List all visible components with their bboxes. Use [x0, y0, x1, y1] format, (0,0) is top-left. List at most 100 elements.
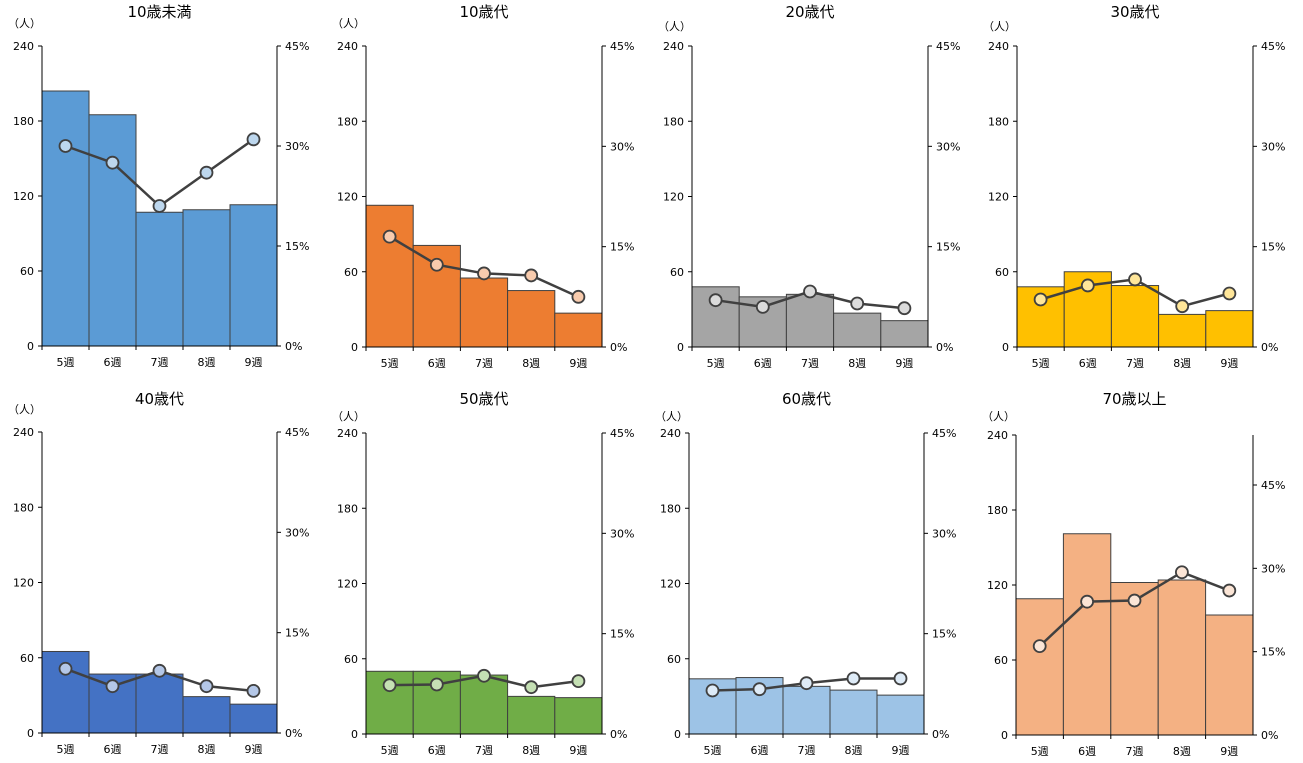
ratio-point	[382, 229, 397, 244]
bar	[876, 694, 925, 735]
y2-tick-label: 0%	[1261, 729, 1278, 742]
ratio-point	[429, 677, 444, 692]
y2-tick-label: 15%	[1261, 241, 1285, 254]
bar	[785, 293, 835, 348]
y2-tick-label: 30%	[932, 527, 956, 540]
x-tick-label: 5週	[704, 744, 722, 757]
bar	[554, 697, 603, 735]
x-tick-label: 6週	[104, 743, 122, 756]
x-tick-label: 6週	[428, 744, 446, 757]
bar	[41, 90, 90, 347]
y-tick-label: 0	[677, 341, 684, 354]
y2-tick-label: 30%	[1261, 562, 1285, 575]
x-tick-label: 5週	[57, 743, 75, 756]
x-tick-label: 8週	[848, 357, 866, 370]
chart-panel: 30歳代 （人） 0 60 120 180 240 0% 15% 30% 45% 5週 6週 7週 8週 9週	[983, 3, 1285, 370]
y-axis-unit-label: （人）	[332, 17, 365, 30]
ratio-point	[246, 132, 261, 147]
ratio-point	[58, 139, 73, 153]
y-tick-label: 180	[337, 115, 358, 128]
ratio-point	[1222, 286, 1237, 301]
y-tick-label: 180	[987, 504, 1008, 517]
y-tick-label: 60	[20, 652, 34, 665]
x-tick-label: 7週	[801, 357, 819, 370]
chart-panel: 10歳未満 （人） 0 60 120 180 240 0% 15% 30% 45% 5週 6週 7週 8週 9…	[8, 3, 309, 369]
x-tick-label: 8週	[198, 743, 216, 756]
ratio-point	[524, 680, 539, 695]
y-tick-label: 60	[995, 266, 1009, 279]
x-tick-label: 5週	[381, 357, 399, 370]
y2-tick-label: 0%	[1261, 341, 1278, 354]
y-tick-label: 60	[667, 653, 681, 666]
bar	[229, 204, 278, 347]
ratio-point	[1175, 299, 1190, 314]
y-tick-label: 240	[663, 40, 684, 53]
x-tick-label: 7週	[475, 357, 493, 370]
ratio-point	[199, 165, 214, 180]
y-tick-label: 240	[337, 40, 358, 53]
y2-tick-label: 0%	[285, 340, 302, 353]
x-tick-label: 6週	[751, 744, 769, 757]
ratio-point	[477, 668, 491, 683]
ratio-point	[1032, 639, 1047, 654]
y-tick-label: 240	[987, 429, 1008, 442]
y-tick-label: 120	[337, 578, 358, 591]
x-tick-label: 5週	[57, 356, 75, 369]
chart-title: 10歳未満	[127, 3, 191, 21]
ratio-point	[105, 155, 120, 170]
ratio-point	[897, 301, 912, 316]
bar	[88, 114, 137, 347]
y-tick-label: 120	[988, 191, 1009, 204]
y2-tick-label: 45%	[285, 426, 309, 439]
ratio-point	[1080, 278, 1095, 293]
bar	[507, 290, 556, 348]
x-tick-label: 6週	[1079, 357, 1097, 370]
chart-title: 70歳以上	[1102, 390, 1166, 408]
y-tick-label: 240	[337, 427, 358, 440]
ratio-point	[524, 268, 539, 283]
y-axis-unit-label: （人）	[983, 20, 1016, 33]
chart-panel: 40歳代 （人） 0 60 120 180 240 0% 15% 30% 45% 5週 6週 7週 8週 9週	[8, 390, 309, 756]
x-tick-label: 8週	[522, 357, 540, 370]
x-tick-label: 8週	[522, 744, 540, 757]
chart-panel: 20歳代 （人） 0 60 120 180 240 0% 15% 30% 45% 5週 6週 7週 8週 9週	[658, 3, 960, 370]
y2-tick-label: 45%	[1261, 40, 1285, 53]
bar	[833, 312, 882, 348]
y2-tick-label: 30%	[1261, 140, 1285, 153]
x-tick-label: 7週	[475, 744, 493, 757]
y2-tick-label: 15%	[610, 241, 634, 254]
ratio-point	[152, 199, 167, 213]
y-tick-label: 0	[1002, 341, 1009, 354]
y-tick-label: 180	[663, 115, 684, 128]
x-tick-label: 6週	[1078, 745, 1096, 758]
ratio-point	[571, 289, 586, 304]
y-tick-label: 120	[663, 191, 684, 204]
y2-tick-label: 45%	[285, 40, 309, 53]
chart-panel: 70歳以上 （人） 0 60 120 180 240 0% 15% 30% 45% 5週 6週 7週 8週 9…	[982, 390, 1285, 758]
x-tick-label: 7週	[1126, 745, 1144, 758]
x-tick-label: 8週	[1173, 357, 1191, 370]
x-tick-label: 7週	[151, 356, 169, 369]
y-axis-unit-label: （人）	[655, 410, 688, 423]
bar	[135, 211, 184, 347]
x-tick-label: 5週	[707, 357, 725, 370]
ratio-point	[199, 679, 214, 694]
y-tick-label: 120	[337, 191, 358, 204]
y-tick-label: 180	[13, 501, 34, 514]
y-tick-label: 0	[351, 728, 358, 741]
ratio-point	[246, 683, 261, 698]
chart-title: 30歳代	[1110, 3, 1159, 21]
bar	[182, 696, 231, 734]
y2-tick-label: 15%	[1261, 646, 1285, 659]
x-tick-label: 9週	[895, 357, 913, 370]
bar	[554, 312, 603, 348]
y-tick-label: 240	[13, 40, 34, 53]
ratio-point	[477, 266, 491, 281]
y2-tick-label: 0%	[285, 727, 302, 740]
chart-title: 20歳代	[785, 3, 834, 21]
y-tick-label: 180	[988, 115, 1009, 128]
ratio-point	[803, 284, 817, 299]
bar	[507, 695, 556, 735]
bar	[1015, 598, 1064, 736]
